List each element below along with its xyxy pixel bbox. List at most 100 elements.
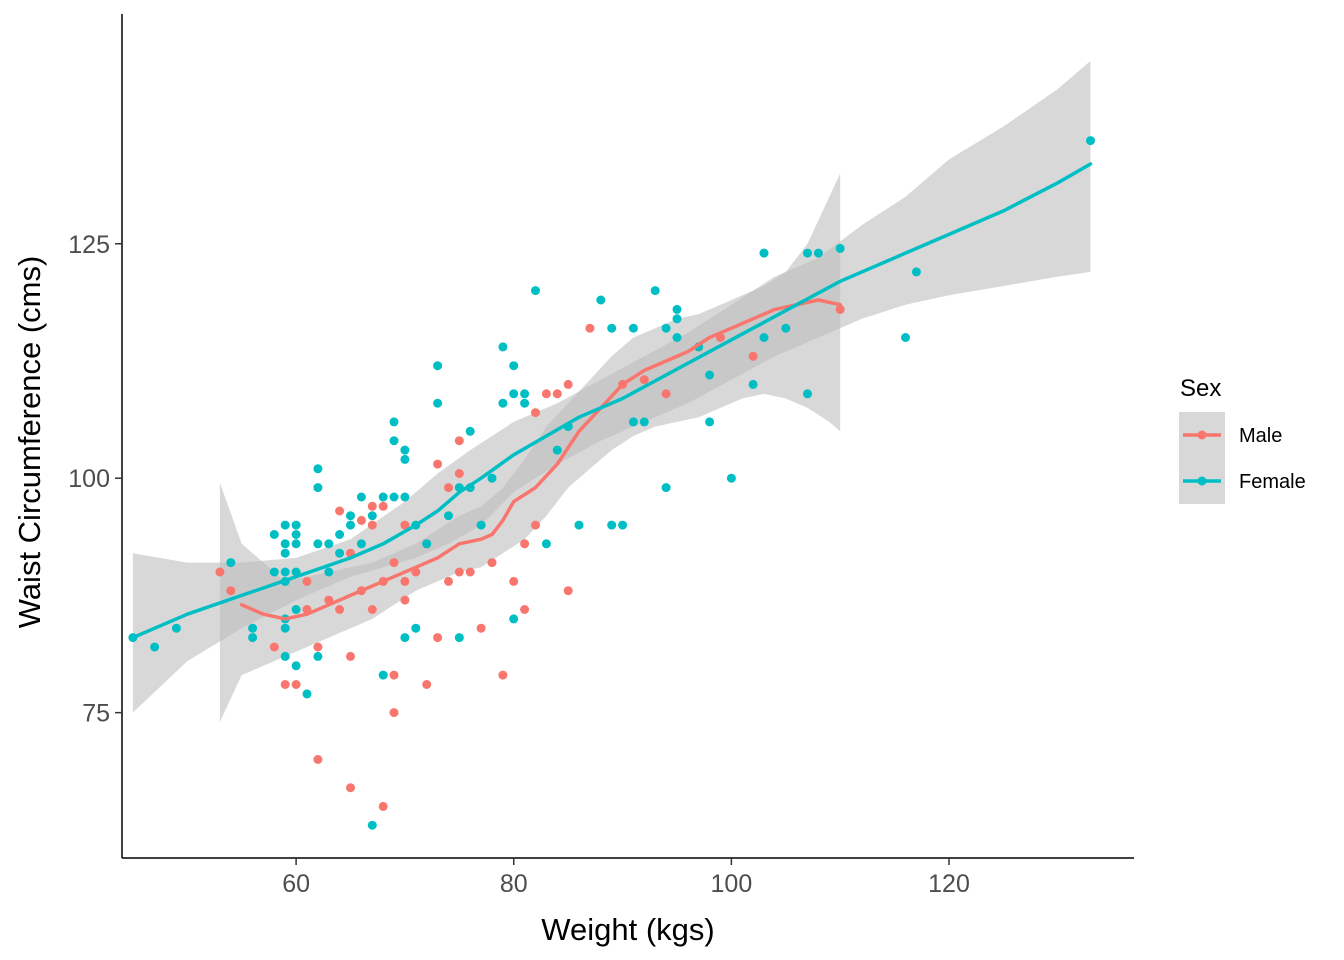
male-data-point (400, 520, 410, 530)
legend-title: Sex (1180, 375, 1221, 402)
female-data-point (650, 286, 660, 296)
female-data-point (552, 445, 562, 455)
male-data-point (563, 379, 573, 389)
female-data-point (444, 511, 453, 521)
legend-items: Male Female (1179, 412, 1306, 504)
female-data-point (531, 286, 540, 296)
fit-lines (131, 162, 1093, 640)
female-data-point (291, 661, 301, 671)
male-data-point (367, 520, 377, 530)
male-data-point (226, 586, 236, 596)
female-fit-line (131, 162, 1093, 640)
male-data-point (378, 501, 388, 511)
female-data-point (813, 248, 823, 258)
female-data-point (803, 389, 812, 399)
female-data-point (835, 243, 845, 253)
female-data-point (356, 539, 366, 549)
male-data-point (520, 605, 530, 614)
female-data-point (302, 689, 312, 699)
female-data-point (346, 511, 355, 521)
female-data-point (498, 342, 508, 352)
female-data-point (759, 333, 769, 342)
female-data-point (400, 454, 410, 464)
male-data-point (378, 801, 388, 811)
female-data-point (705, 370, 715, 380)
female-data-point (269, 567, 279, 577)
female-data-point (628, 417, 638, 427)
male-data-point (389, 670, 399, 680)
female-data-point (672, 304, 682, 314)
x-axis-ticks: 60 80 100 120 (282, 858, 970, 898)
female-data-point (1086, 136, 1095, 146)
male-data-point (661, 389, 671, 399)
male-data-point (400, 595, 410, 605)
male-data-point (552, 389, 562, 399)
female-data-point (248, 633, 258, 643)
male-data-point (541, 389, 551, 399)
x-axis-title: Weight (kgs) (541, 912, 714, 947)
male-legend-dot (1197, 430, 1207, 440)
female-data-point (411, 623, 421, 633)
female-data-point (618, 520, 628, 530)
male-data-point (531, 408, 540, 418)
female-data-point (280, 548, 290, 558)
female-data-point (269, 530, 279, 539)
y-tick-label: 75 (82, 700, 110, 728)
female-data-point (389, 417, 399, 427)
male-data-point (313, 642, 323, 652)
female-data-point (346, 520, 355, 530)
female-data-point (607, 323, 617, 333)
male-data-point (269, 642, 279, 652)
female-data-point (389, 436, 399, 446)
female-data-point (628, 323, 638, 333)
male-data-point (367, 501, 377, 511)
male-data-point (639, 375, 649, 385)
female-data-point (509, 361, 519, 371)
female-data-point (400, 445, 410, 455)
male-data-point (835, 304, 845, 314)
female-data-point (759, 248, 769, 258)
male-data-point (487, 558, 497, 568)
male-data-point (346, 783, 355, 793)
male-fit-line (239, 298, 842, 621)
y-tick-label: 100 (68, 465, 110, 493)
x-tick-label: 100 (711, 870, 753, 898)
female-data-point (454, 633, 464, 643)
female-data-point (171, 623, 181, 633)
male-data-point (433, 633, 443, 643)
female-data-point (661, 323, 671, 333)
female-data-point (280, 651, 290, 661)
female-data-point (520, 389, 530, 399)
male-data-point (498, 670, 508, 680)
y-axis-ticks: 75 100 125 (68, 231, 122, 728)
female-data-point (400, 492, 410, 502)
female-data-point (433, 361, 443, 371)
female-data-point (781, 323, 791, 333)
female-data-point (313, 539, 323, 549)
female-data-point (672, 333, 682, 342)
male-data-point (476, 623, 486, 633)
male-data-point (335, 605, 345, 614)
male-data-point (454, 567, 464, 577)
female-data-point (541, 539, 551, 549)
female-data-point (509, 614, 519, 624)
female-legend-dot (1197, 476, 1207, 486)
female-data-point (280, 623, 290, 633)
female-data-point (574, 520, 584, 530)
female-data-point (291, 539, 301, 549)
male-data-point (313, 755, 323, 764)
male-data-point (509, 576, 519, 586)
y-tick-label: 125 (68, 231, 110, 259)
male-data-point (465, 567, 475, 577)
female-data-point (661, 483, 671, 493)
male-data-point (400, 576, 410, 586)
male-data-point (302, 576, 312, 586)
female-data-point (422, 539, 432, 549)
male-data-point (367, 605, 377, 614)
female-data-point (476, 520, 486, 530)
female-data-point (248, 623, 258, 633)
male-data-point (291, 680, 301, 689)
female-data-point (803, 248, 812, 258)
female-legend-label: Female (1239, 471, 1306, 493)
